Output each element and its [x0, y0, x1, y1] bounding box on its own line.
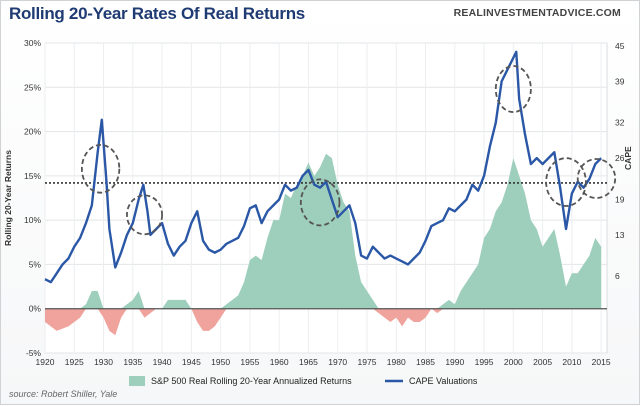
cape-line: [44, 50, 602, 284]
source-note: source: Robert Shiller, Yale: [9, 389, 117, 399]
y2-tick-label: 32: [615, 118, 625, 128]
x-tick-label: 1965: [299, 357, 318, 367]
highlight-ellipse: [494, 65, 532, 113]
highlight-ellipse: [576, 158, 617, 199]
y-axis-label: Rolling 20-Year Returns: [3, 150, 13, 246]
returns-area: [45, 153, 602, 336]
y-tick-label: 15%: [24, 171, 41, 181]
y2-tick-label: 39: [615, 76, 625, 86]
cape-series-line: [44, 50, 602, 284]
x-tick-label: 1955: [240, 357, 259, 367]
x-tick-label: 1920: [36, 357, 55, 367]
legend: S&P 500 Real Rolling 20-Year Annualized …: [129, 376, 478, 386]
y-tick-label: 10%: [24, 215, 41, 225]
y-tick-label: 20%: [24, 127, 41, 137]
highlight-ellipse: [545, 157, 587, 207]
y2-tick-label: 45: [615, 41, 625, 51]
legend-swatch-returns: [129, 376, 145, 386]
y-tick-label: 0%: [29, 304, 42, 314]
y2-tick-label: 13: [615, 230, 625, 240]
x-tick-label: 1975: [358, 357, 377, 367]
y2-axis-label: CAPE: [623, 146, 633, 170]
x-tick-label: 1995: [475, 357, 494, 367]
x-tick-label: 1935: [123, 357, 142, 367]
x-tick-label: 2000: [504, 357, 523, 367]
highlight-ellipse: [80, 143, 121, 194]
x-tick-label: 1990: [445, 357, 464, 367]
x-tick-label: 1940: [153, 357, 172, 367]
returns-area-negative: [45, 308, 602, 336]
x-tick-label: 1970: [328, 357, 347, 367]
y2-tick-label: 19: [615, 194, 625, 204]
site-watermark: REALINVESTMENTADVICE.COM: [453, 7, 621, 19]
y-tick-label: 30%: [24, 38, 41, 48]
y-tick-label: -5%: [26, 348, 42, 358]
chart-title: Rolling 20-Year Rates Of Real Returns: [9, 4, 305, 23]
highlight-ellipse: [299, 178, 341, 227]
legend-label-returns: S&P 500 Real Rolling 20-Year Annualized …: [151, 376, 352, 386]
x-tick-label: 1985: [416, 357, 435, 367]
y2-tick-label: 26: [615, 153, 625, 163]
legend-label-cape: CAPE Valuations: [409, 376, 478, 386]
x-tick-label: 1950: [211, 357, 230, 367]
axes: -5% 0% 5% 10% 15% 20% 25% 30% 6 13 19 26 32 39 45 1920 1…: [24, 38, 625, 367]
x-tick-label: 2010: [562, 357, 581, 367]
highlight-ellipse: [126, 194, 163, 236]
x-tick-label: 1960: [270, 357, 289, 367]
returns-area-positive: [45, 153, 602, 309]
x-tick-label: 2015: [592, 357, 611, 367]
x-tick-label: 1930: [94, 357, 113, 367]
x-tick-label: 1925: [65, 357, 84, 367]
x-tick-label: 1980: [387, 357, 406, 367]
y2-tick-label: 6: [615, 271, 620, 281]
x-tick-label: 1945: [182, 357, 201, 367]
x-tick-label: 2005: [533, 357, 552, 367]
highlight-circles: [80, 65, 617, 236]
y-tick-label: 25%: [24, 82, 41, 92]
y-tick-label: 5%: [29, 259, 42, 269]
